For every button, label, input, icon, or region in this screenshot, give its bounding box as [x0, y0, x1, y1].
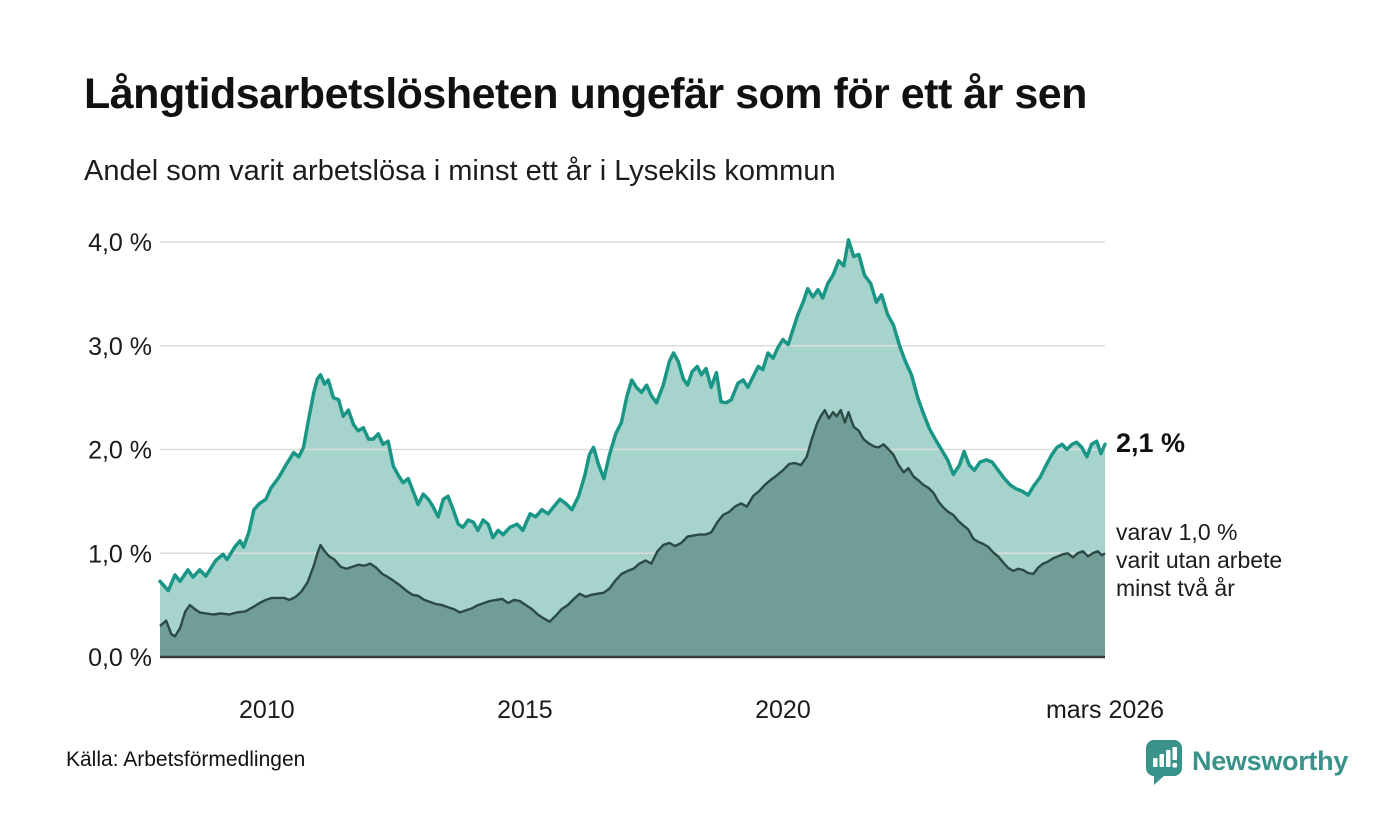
- annotation-line: varit utan arbete: [1116, 547, 1283, 573]
- latest-total-annotation: 2,1 %: [1116, 428, 1186, 458]
- y-axis-tick-label: 1,0 %: [88, 540, 152, 568]
- newsworthy-brand: Newsworthy: [1146, 740, 1348, 786]
- series-line-total: [158, 238, 1107, 593]
- x-axis-tick-label: 2015: [497, 696, 553, 724]
- annotation-line: minst två år: [1116, 575, 1235, 601]
- latest-two-year-annotation: varav 1,0 % varit utan arbete minst två …: [1116, 518, 1282, 602]
- series-line-two-year: [159, 408, 1106, 638]
- x-axis-tick-label: mars 2026: [1046, 696, 1164, 724]
- bar-chart-speech-bubble-icon: [1146, 740, 1182, 785]
- source-credit: Källa: Arbetsförmedlingen: [66, 748, 306, 771]
- page-title: Långtidsarbetslösheten ungefär som för e…: [84, 70, 1087, 118]
- x-axis-tick-label: 2010: [239, 696, 295, 724]
- x-axis-tick-label: 2020: [755, 696, 811, 724]
- y-axis-tick-label: 0,0 %: [88, 644, 152, 672]
- y-axis-tick-label: 3,0 %: [88, 333, 152, 361]
- page-subtitle: Andel som varit arbetslösa i minst ett å…: [84, 155, 836, 187]
- y-axis-tick-label: 4,0 %: [88, 229, 152, 257]
- annotation-line: varav 1,0 %: [1116, 519, 1238, 545]
- series-area-two-year: [160, 410, 1105, 657]
- brand-name: Newsworthy: [1192, 746, 1349, 776]
- y-axis-tick-label: 2,0 %: [88, 437, 152, 465]
